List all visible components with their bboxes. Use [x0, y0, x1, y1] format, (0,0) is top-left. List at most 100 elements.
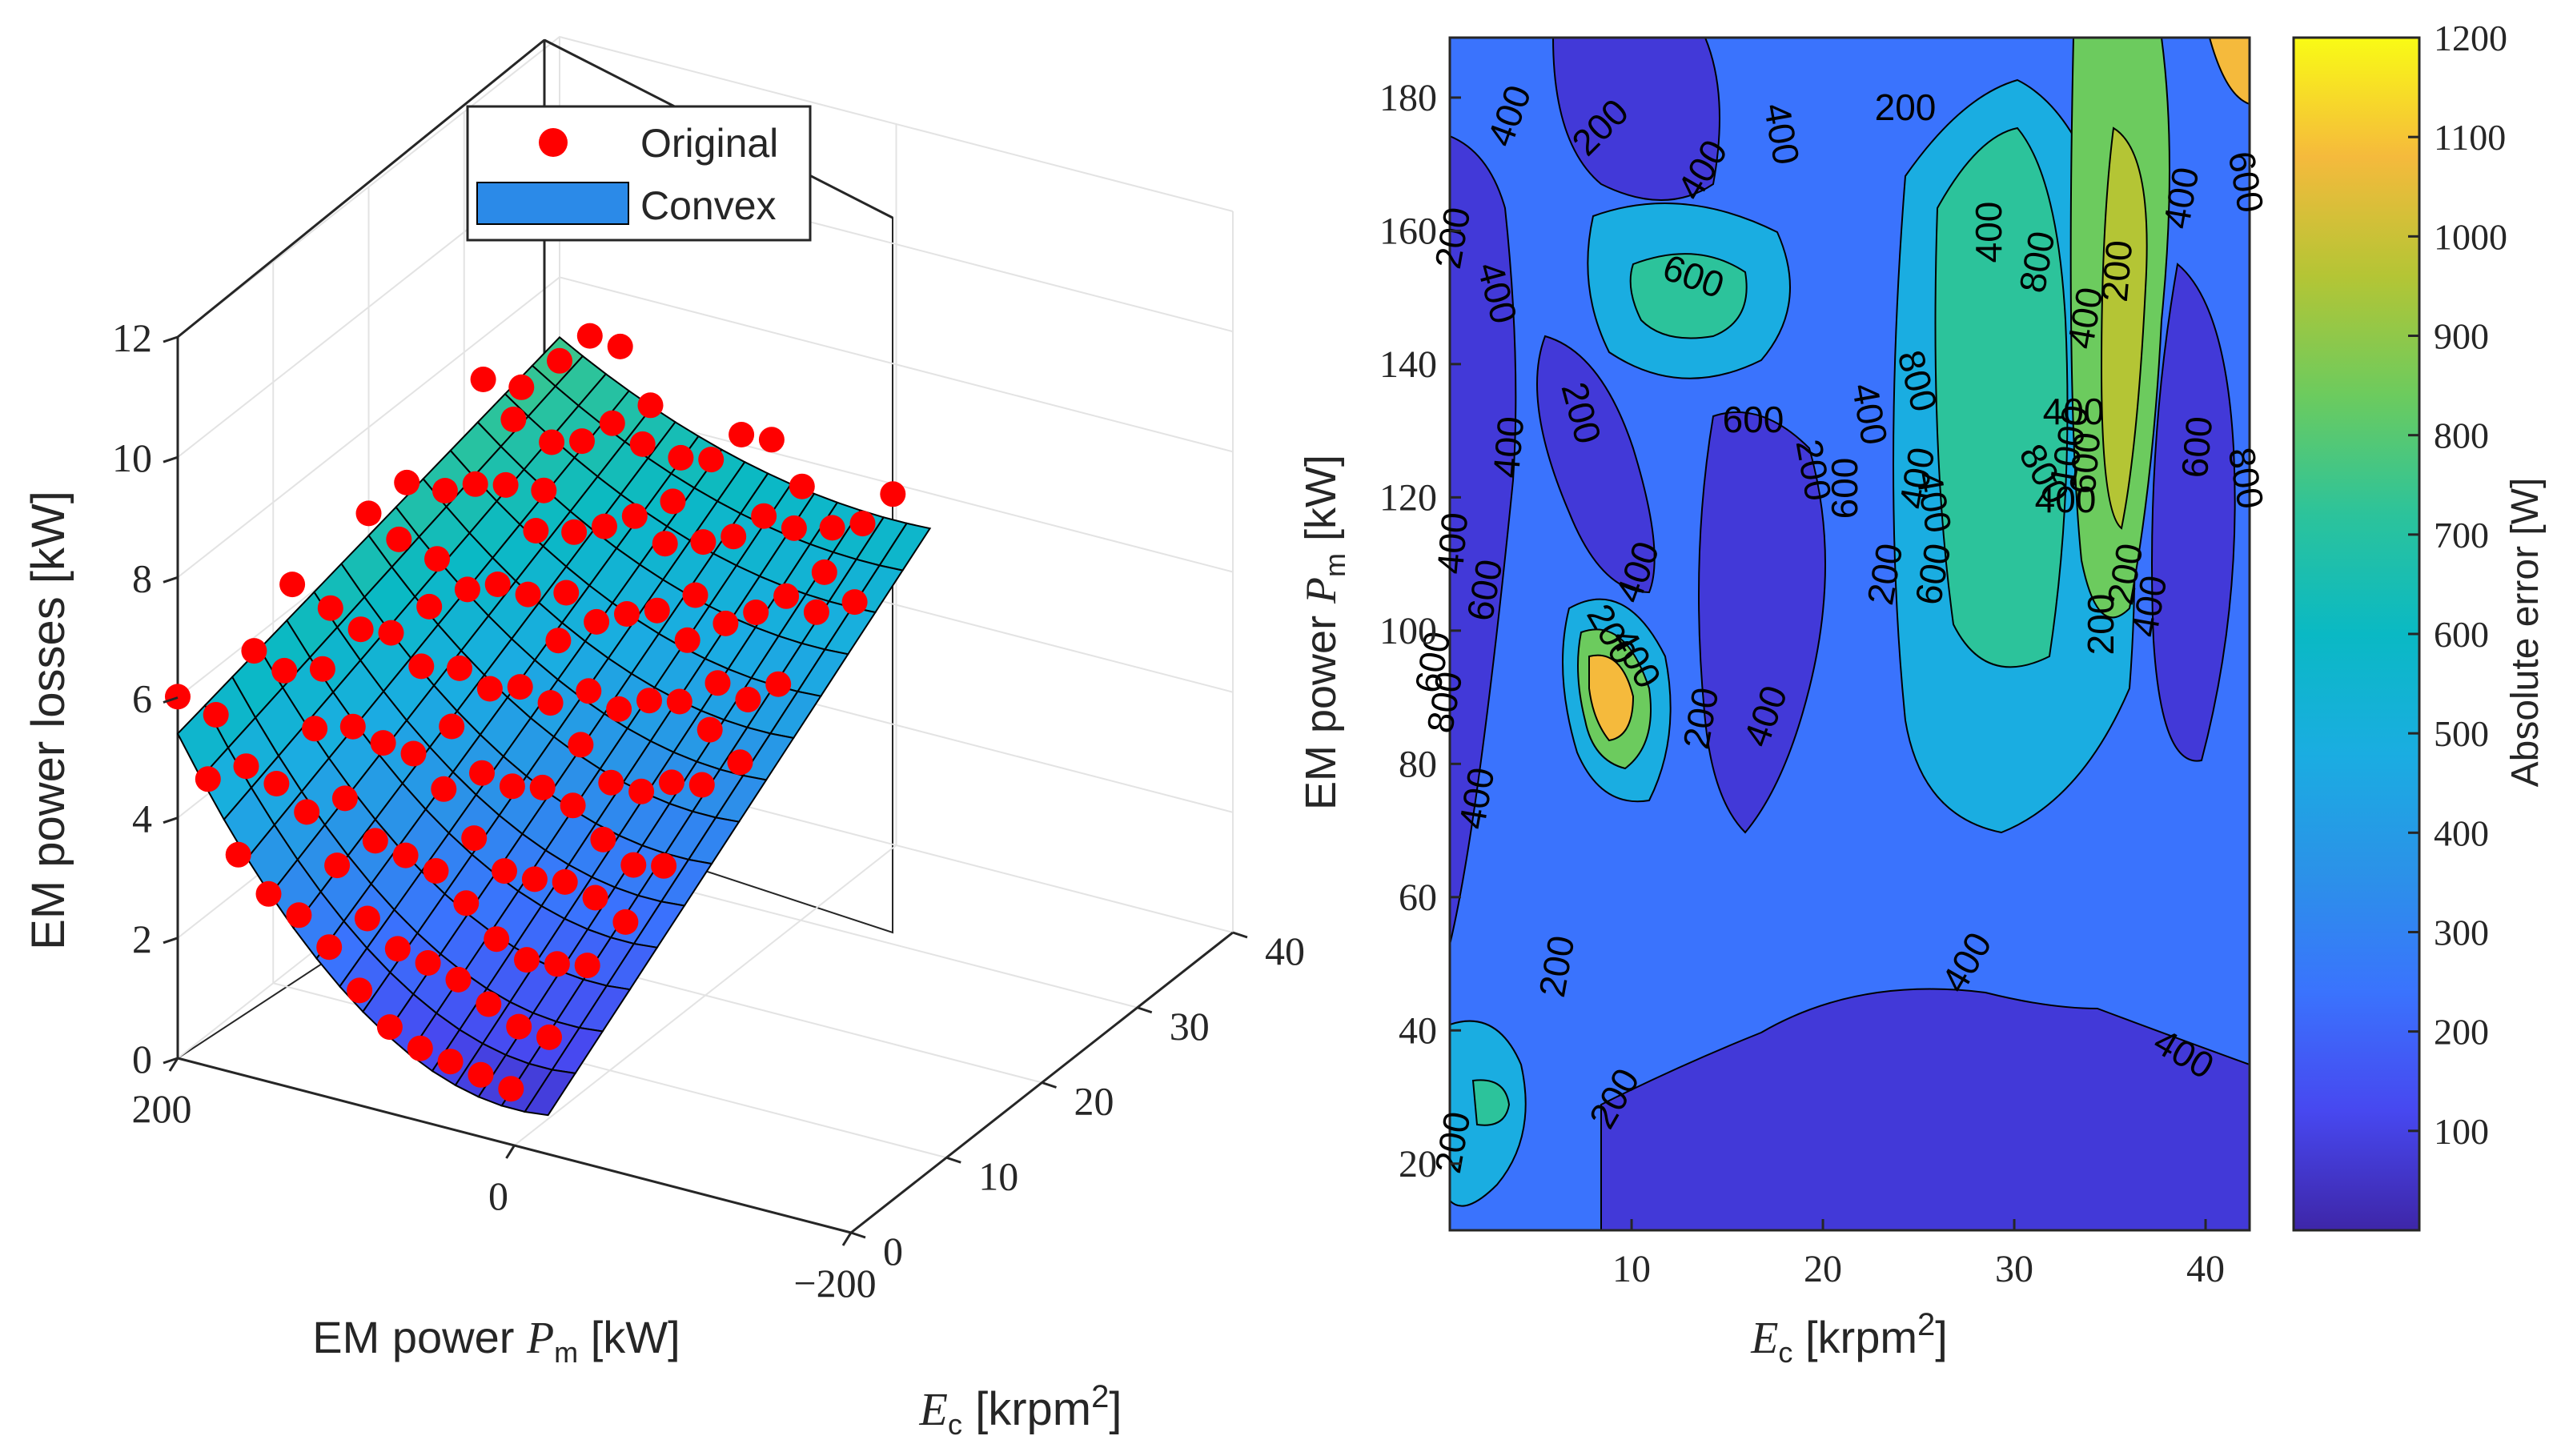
z-axis-ticks: 0 2 4 6 8 10 12 [112, 315, 179, 1081]
original-point [400, 740, 427, 767]
original-point [668, 444, 694, 471]
right-y-label-symbol: P [1297, 577, 1345, 604]
original-point [255, 880, 282, 907]
original-point [529, 774, 556, 800]
original-point [553, 580, 580, 606]
original-point [688, 772, 715, 798]
original-point [376, 1014, 403, 1041]
original-point [696, 716, 723, 743]
z-tick-mark [163, 1057, 179, 1065]
original-point [462, 471, 488, 497]
contour-label: 400 [1485, 415, 1531, 479]
original-point [286, 902, 312, 929]
original-point [445, 966, 472, 993]
z-tick-label: 6 [132, 676, 152, 721]
contour-fill [1450, 38, 2250, 1230]
original-point [765, 671, 792, 697]
original-point [484, 572, 511, 597]
original-point [629, 431, 656, 457]
contour-label: 400 [2035, 479, 2097, 520]
original-point [666, 688, 692, 715]
contour-label: 400 [1968, 202, 2009, 263]
colorbar-tick-label: 800 [2434, 415, 2489, 456]
original-point [592, 513, 617, 539]
z-tick-mark [163, 816, 179, 824]
original-point [432, 478, 458, 503]
x-axis-label: EM power Pm [kW] [312, 1312, 680, 1369]
right-x-label-close: ] [1935, 1312, 1948, 1362]
original-point [233, 753, 259, 780]
right-x-label-sub: c [1778, 1336, 1792, 1369]
original-point [599, 410, 625, 436]
legend: Original Convex [466, 105, 812, 242]
original-point [279, 572, 306, 598]
x-axis-label-suffix: [kW] [578, 1312, 680, 1362]
original-point [621, 503, 648, 529]
original-point [241, 638, 267, 664]
right-y-tick-label: 80 [1399, 743, 1437, 785]
contour-region-peak-left [1588, 654, 1635, 742]
original-point [590, 826, 616, 852]
original-point [484, 926, 510, 953]
colorbar-tick-label: 1100 [2434, 117, 2506, 158]
original-point [568, 732, 594, 758]
original-point [560, 792, 586, 819]
original-point [727, 749, 753, 776]
original-point [500, 407, 527, 432]
z-tick-mark [163, 455, 179, 463]
original-point [539, 429, 565, 455]
original-point [721, 523, 747, 550]
x-axis-label-prefix: EM power [312, 1312, 527, 1362]
original-point [302, 716, 328, 742]
original-point [506, 1013, 532, 1040]
contour-label: 400 [1429, 511, 1475, 576]
original-point [461, 825, 488, 852]
colorbar-tick-label: 700 [2434, 515, 2489, 556]
original-point [424, 546, 450, 572]
contour-label: 600 [2061, 431, 2108, 495]
original-point [552, 868, 578, 895]
y-axis-label-suffix: [krpm [962, 1383, 1091, 1435]
original-point [331, 785, 358, 812]
contour-region-low-mid [1536, 335, 1656, 594]
right-y-tick-label: 100 [1379, 610, 1437, 652]
right-y-axis-label: EM power Pm [kW] [1297, 455, 1351, 810]
original-point [607, 333, 633, 359]
y-tick-mark [850, 1231, 866, 1239]
original-point [439, 713, 465, 740]
z-tick-mark [163, 335, 179, 343]
original-point [498, 1076, 524, 1102]
original-point [271, 657, 298, 684]
right-y-tick-label: 180 [1379, 77, 1437, 119]
original-point [415, 950, 441, 976]
y-tick-label: 30 [1170, 1004, 1210, 1049]
x-axis-ticks: 200 0 −200 [132, 1057, 877, 1306]
contour-region-bottom-left-high [1471, 1079, 1511, 1126]
colorbar [2292, 36, 2421, 1232]
colorbar-tick-label: 300 [2434, 913, 2489, 953]
contour-region-low-topleft [1450, 134, 1517, 945]
original-point [407, 1035, 433, 1061]
original-point [514, 947, 540, 973]
original-point [469, 760, 495, 786]
original-point [537, 690, 564, 716]
original-point [644, 597, 670, 624]
z-axis-label: EM power losses [kW] [22, 491, 74, 950]
original-point [447, 655, 472, 681]
contour-label: 600 [1723, 399, 1784, 440]
contour-region-low-top [1551, 38, 1720, 201]
contour-label: 200 [2093, 239, 2140, 303]
original-point [294, 799, 320, 825]
original-point [324, 852, 351, 879]
right-y-ticks: 20 40 60 80 100 120 140 160 180 [1379, 77, 1461, 1185]
original-point [547, 347, 572, 374]
original-point [651, 852, 677, 879]
original-point [849, 511, 876, 537]
right-x-label-sup: 2 [1917, 1307, 1935, 1342]
original-point [454, 576, 480, 603]
y-axis-label-close: ] [1109, 1383, 1122, 1435]
original-point [392, 842, 419, 868]
contour-region-low-right [2151, 263, 2236, 762]
